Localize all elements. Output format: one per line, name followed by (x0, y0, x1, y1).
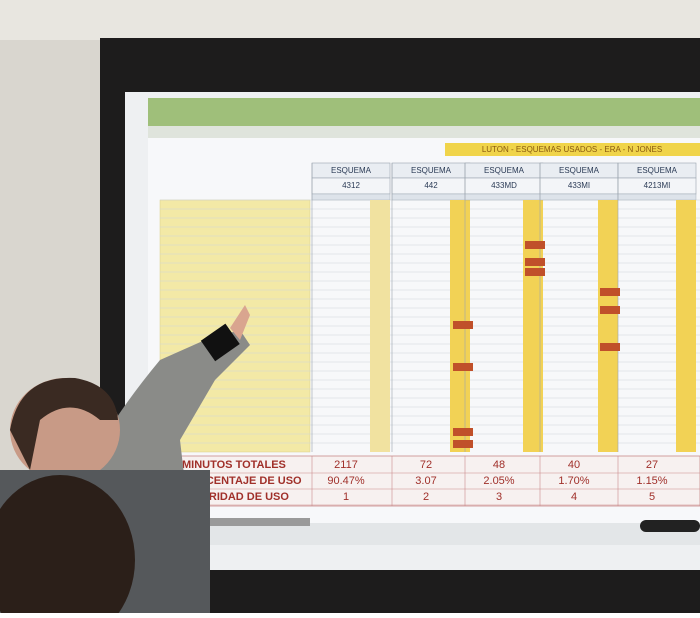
summary-value: 3.07 (415, 475, 436, 487)
subheader-cell (464, 193, 544, 201)
highlight-cell (525, 241, 545, 249)
summary-label: MINUTOS TOTALES (182, 459, 286, 471)
title-cell (445, 143, 700, 156)
scheme-label: ESQUEMA (484, 166, 525, 175)
highlight-cell (600, 306, 620, 314)
summary-label: PORCENTAJE DE USO (182, 475, 302, 487)
highlight-cell (525, 258, 545, 266)
summary-value: 4 (571, 491, 577, 503)
total-column (370, 200, 390, 452)
ribbon (148, 98, 700, 126)
viewer-head (0, 475, 135, 618)
scheme-code: 442 (424, 181, 438, 190)
summary-value: 72 (420, 459, 432, 471)
scheme-code: 4213MI (644, 181, 671, 190)
scheme-code: 433MI (568, 181, 590, 190)
glove (200, 323, 240, 362)
highlight-cell (600, 288, 620, 296)
scheme-code: 4312 (342, 181, 360, 190)
subheader-cell (617, 193, 697, 201)
scheme-code: 433MD (491, 181, 517, 190)
summary-value: 3 (496, 491, 502, 503)
scheme-label: ESQUEMA (637, 166, 678, 175)
scheme-label: ESQUEMA (411, 166, 452, 175)
summary-value: 2 (423, 491, 429, 503)
ceiling (0, 0, 700, 40)
summary-value: 5 (649, 491, 655, 503)
highlight-cell (453, 440, 473, 448)
highlight-cell (600, 343, 620, 351)
formula-bar (148, 126, 700, 138)
highlight-cell (453, 321, 473, 329)
highlight-cell (525, 268, 545, 276)
summary-value: 90.47% (327, 475, 365, 487)
summary-value: 27 (646, 459, 658, 471)
tab (160, 518, 310, 526)
summary-value: 48 (493, 459, 505, 471)
scheme-label: ESQUEMA (559, 166, 600, 175)
summary-value: 2.05% (483, 475, 514, 487)
subheader-cell (311, 193, 391, 201)
summary-value: 2117 (334, 459, 358, 471)
person-hand (230, 305, 250, 340)
table: ESQUEMA4312ESQUEMA442ESQUEMA433MDESQUEMA… (182, 166, 678, 503)
total-column (676, 200, 696, 452)
total-column (598, 200, 618, 452)
summary-value: 40 (568, 459, 580, 471)
pointer-device (640, 520, 700, 532)
summary-value: 1.70% (558, 475, 589, 487)
sheet-title: LUTON - ESQUEMAS USADOS - ERA - N JONES (482, 145, 662, 154)
scheme-label: ESQUEMA (331, 166, 372, 175)
sheet-tabs (148, 523, 700, 545)
highlight-cell (453, 363, 473, 371)
summary-area (174, 455, 700, 507)
person-hair (10, 377, 118, 470)
subheader-cell (391, 193, 471, 201)
highlight-cell (453, 428, 473, 436)
data-grid (159, 162, 700, 507)
summary-value: 1.15% (636, 475, 667, 487)
summary-value: 1 (343, 491, 349, 503)
subheader-cell (539, 193, 619, 201)
